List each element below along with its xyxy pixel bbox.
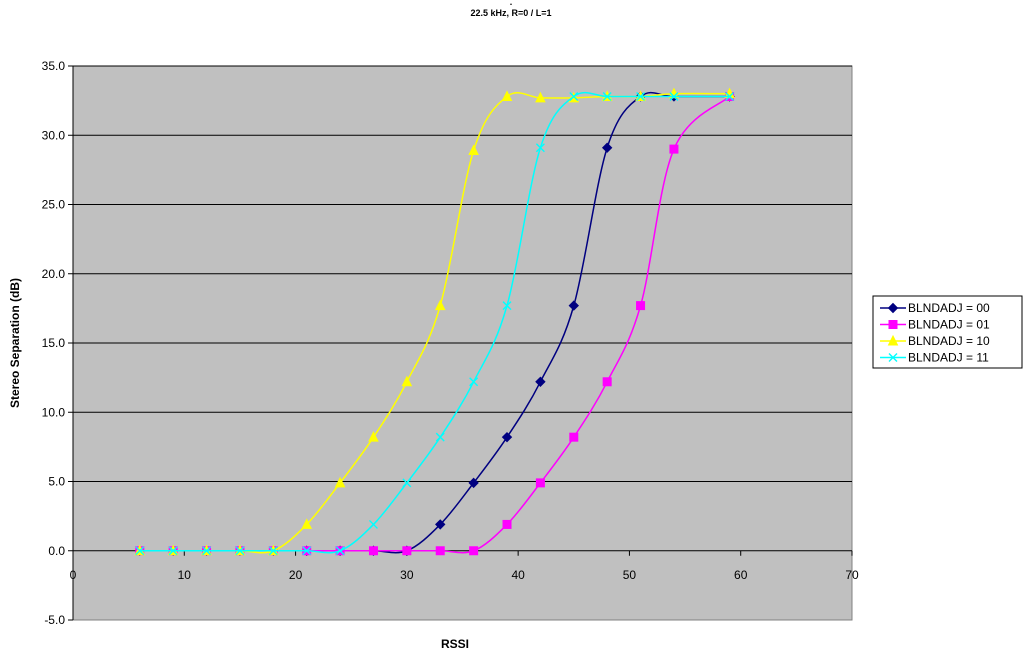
data-point	[668, 87, 680, 99]
data-point	[401, 375, 413, 387]
data-point	[368, 431, 379, 442]
data-point	[535, 91, 546, 103]
data-point	[535, 143, 545, 153]
y-tick-label: 0.0	[48, 544, 65, 558]
data-point	[469, 377, 479, 387]
x-tick-label: 70	[845, 568, 859, 582]
y-tick-label: 5.0	[48, 475, 65, 489]
chart-title: .	[510, 0, 513, 7]
legend-label: BLNDADJ = 10	[908, 334, 990, 348]
data-point	[724, 87, 735, 99]
data-point	[135, 546, 145, 556]
legend-label: BLNDADJ = 11	[908, 351, 989, 365]
data-point	[636, 301, 646, 311]
data-point	[568, 300, 579, 311]
data-point	[168, 546, 178, 556]
legend-label: BLNDADJ = 01	[908, 318, 990, 332]
data-point	[202, 546, 212, 556]
x-tick-label: 50	[623, 568, 637, 582]
data-point	[601, 142, 613, 153]
data-point	[535, 478, 545, 488]
data-point	[602, 91, 612, 101]
data-point	[268, 546, 278, 556]
legend-swatch-marker	[888, 320, 898, 329]
series-3	[135, 91, 735, 556]
legend-label: BLNDADJ = 00	[908, 301, 990, 315]
data-point	[569, 91, 579, 101]
data-point	[501, 90, 513, 101]
x-tick-label: 30	[400, 568, 414, 582]
data-point	[435, 546, 445, 556]
data-point	[435, 432, 445, 442]
legend-swatch-marker	[887, 334, 899, 346]
data-point	[368, 519, 378, 529]
data-point	[402, 546, 412, 556]
x-axis-label: RSSI	[441, 637, 469, 651]
data-point	[669, 91, 679, 101]
data-point	[569, 432, 579, 442]
data-point	[535, 376, 546, 387]
y-axis-ticks: -5.0 0.0 5.0 10.0 15.0 20.0 25.0 30.0 35.0	[42, 59, 73, 627]
y-tick-label: 20.0	[42, 267, 66, 281]
legend-item: BLNDADJ = 11	[880, 351, 989, 365]
data-point	[368, 546, 378, 556]
legend-item: BLNDADJ = 10	[880, 334, 990, 348]
data-point	[502, 519, 512, 529]
y-axis-label: Stereo Separation (dB)	[8, 278, 22, 408]
data-point	[435, 519, 446, 530]
y-tick-label: 25.0	[42, 198, 66, 212]
x-tick-label: 10	[178, 568, 192, 582]
legend-item: BLNDADJ = 00	[880, 301, 990, 315]
legend-item: BLNDADJ = 01	[880, 318, 990, 332]
data-point	[602, 377, 612, 387]
data-point	[725, 91, 735, 101]
x-tick-label: 60	[734, 568, 748, 582]
data-point	[434, 299, 446, 311]
x-tick-label: 40	[511, 568, 525, 582]
x-tick-label: 0	[70, 568, 77, 582]
legend-swatch-marker	[887, 302, 899, 314]
data-point	[501, 431, 513, 443]
y-tick-label: 10.0	[42, 405, 66, 419]
data-point	[235, 546, 245, 556]
grid-lines	[73, 65, 852, 482]
y-tick-label: 30.0	[42, 128, 66, 142]
data-point	[669, 144, 679, 154]
x-axis-ticks: 0 10 20 30 40 50 60 70	[70, 550, 859, 582]
legend: BLNDADJ = 00 BLNDADJ = 01 BLNDADJ = 10 BLND…	[872, 295, 1023, 369]
data-point	[469, 546, 479, 556]
data-point	[502, 301, 512, 311]
data-point	[468, 477, 479, 489]
series-group	[134, 87, 735, 556]
data-point	[301, 518, 313, 529]
data-point	[636, 91, 646, 101]
y-tick-label: -5.0	[44, 613, 65, 627]
legend-swatch-marker	[888, 353, 898, 362]
y-tick-label: 15.0	[42, 336, 66, 350]
x-tick-label: 20	[289, 568, 303, 582]
data-point	[302, 546, 312, 556]
chart-subtitle: 22.5 kHz, R=0 / L=1	[470, 8, 551, 18]
data-point	[335, 546, 345, 556]
data-point	[402, 478, 412, 488]
data-point	[468, 144, 479, 155]
data-point	[334, 476, 346, 488]
y-tick-label: 35.0	[42, 59, 66, 73]
